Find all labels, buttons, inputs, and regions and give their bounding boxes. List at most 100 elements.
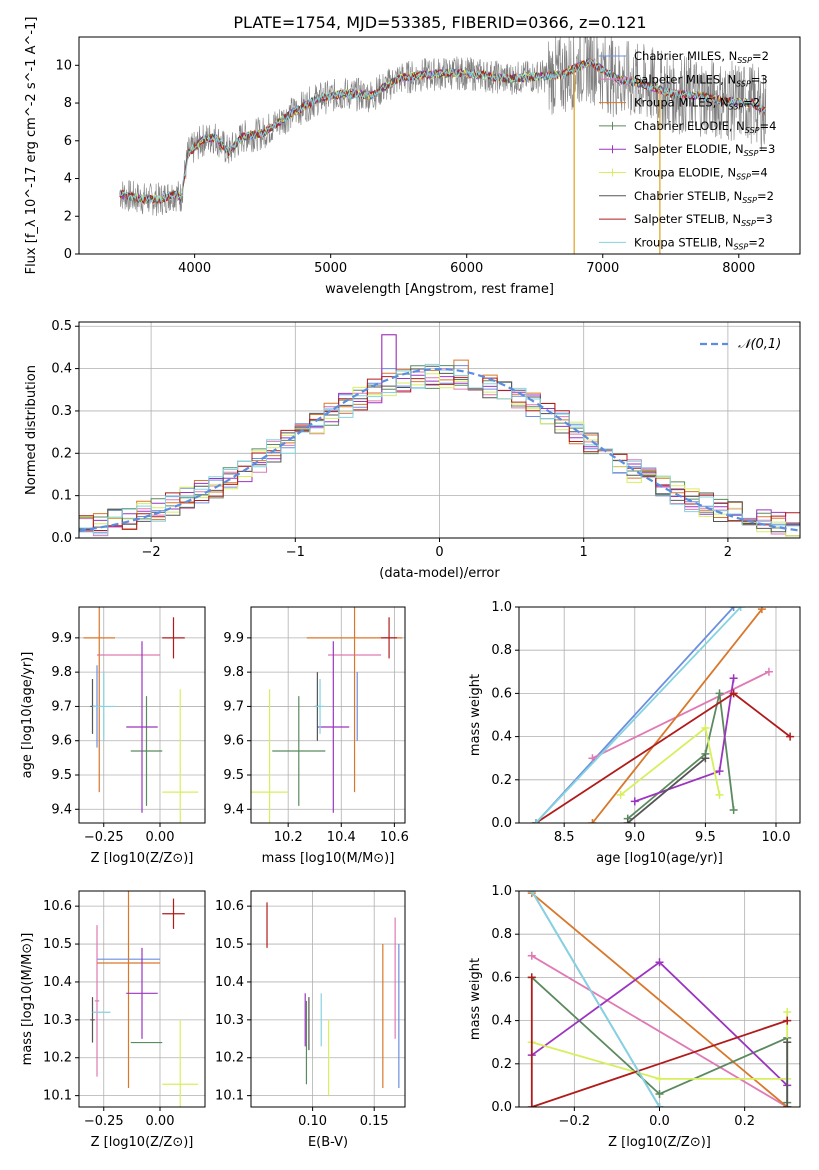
y-tick-label: 9.9 bbox=[51, 631, 72, 646]
x-tick-label: 0.10 bbox=[298, 1114, 327, 1129]
figure-title: PLATE=1754, MJD=53385, FIBERID=0366, z=0… bbox=[233, 13, 646, 32]
y-tick-label: 9.4 bbox=[223, 802, 244, 817]
y-tick-label: 0.5 bbox=[51, 319, 72, 334]
legend-label: Salpeter MILES, NSSP=3 bbox=[634, 72, 768, 88]
y-tick-label: 10.5 bbox=[43, 937, 72, 952]
y-tick-label: 0.2 bbox=[491, 773, 512, 788]
y-tick-label: 0 bbox=[64, 247, 72, 262]
y-tick-label: 9.7 bbox=[51, 699, 72, 714]
x-tick-label: −2 bbox=[142, 545, 161, 560]
plus-marker bbox=[715, 790, 724, 799]
age_vs_Z-frame bbox=[78, 606, 206, 824]
weight-line-8 bbox=[531, 891, 661, 1107]
x-tick-label: 10.0 bbox=[762, 830, 791, 845]
weight-line-1 bbox=[592, 670, 770, 760]
plus-marker bbox=[729, 674, 738, 683]
weight_vs_Z-frame bbox=[518, 890, 801, 1108]
plus-marker bbox=[588, 819, 597, 823]
y-tick-label: 0.1 bbox=[51, 489, 72, 504]
mass_vs_EBV-frame bbox=[250, 890, 406, 1108]
y-tick-label: 9.6 bbox=[223, 734, 244, 749]
y-tick-label: 0.4 bbox=[491, 730, 512, 745]
plus-marker bbox=[623, 819, 632, 823]
weight-line-2 bbox=[591, 608, 763, 823]
y-tick-label: 8 bbox=[64, 96, 72, 111]
mass_vs_Z-frame bbox=[78, 890, 206, 1108]
y-tick-label: 9.8 bbox=[223, 665, 244, 680]
y-tick-label: 10.6 bbox=[43, 899, 72, 914]
x-tick-label: 1 bbox=[580, 545, 588, 560]
y-tick-label: 10.4 bbox=[43, 975, 72, 990]
x-tick-label: 10.6 bbox=[380, 830, 409, 845]
plus-marker bbox=[655, 958, 664, 967]
plus-marker bbox=[527, 891, 536, 895]
y-tick-label: 0.0 bbox=[491, 1100, 512, 1115]
y-tick-label: 0.2 bbox=[491, 1057, 512, 1072]
plus-marker bbox=[757, 607, 766, 614]
x-axis-label: Z [log10(Z/Z⊙)] bbox=[608, 1135, 711, 1150]
residual-histograms bbox=[79, 334, 800, 537]
y-axis-label: mass [log10(M/M⊙)] bbox=[20, 933, 35, 1066]
mass_vs_EBV-points bbox=[266, 902, 400, 1096]
x-axis-label: age [log10(age/yr)] bbox=[596, 851, 723, 866]
weight-line-2 bbox=[531, 892, 788, 1107]
y-tick-label: 9.6 bbox=[51, 734, 72, 749]
legend-label: Salpeter STELIB, NSSP=3 bbox=[634, 212, 773, 228]
y-tick-label: 1.0 bbox=[491, 600, 512, 615]
weight-line-7 bbox=[530, 977, 788, 1107]
plus-marker bbox=[729, 806, 738, 815]
histogram-8 bbox=[79, 363, 800, 535]
x-tick-label: 0 bbox=[435, 545, 443, 560]
legend-label: Chabrier ELODIE, NSSP=4 bbox=[634, 119, 776, 135]
model-spectrum-8 bbox=[119, 59, 766, 205]
weight-line-6 bbox=[627, 757, 706, 823]
x-tick-label: 8.5 bbox=[554, 830, 575, 845]
plus-marker bbox=[531, 819, 540, 823]
plus-marker bbox=[783, 1103, 792, 1107]
plus-marker bbox=[715, 767, 724, 776]
y-tick-label: 0.2 bbox=[51, 446, 72, 461]
weight-line-3 bbox=[627, 693, 735, 820]
mass_vs_Z-axes: −0.25 0.00 10.1 10.2 10.3 10.4 10.5 10.6 Z [log1… bbox=[20, 891, 205, 1150]
legend-label: Chabrier STELIB, NSSP=2 bbox=[634, 189, 774, 205]
residuals-axes: −2 −1 0 1 2 0.0 0.1 0.2 0.3 0.4 0.5 (data-model)/er… bbox=[24, 319, 800, 581]
y-tick-label: 10.5 bbox=[215, 937, 244, 952]
histogram-7 bbox=[79, 376, 800, 531]
y-tick-label: 10 bbox=[55, 58, 72, 73]
y-axis-label: mass weight bbox=[468, 674, 483, 756]
x-tick-label: 9.5 bbox=[695, 830, 716, 845]
age_vs_mass-frame bbox=[250, 606, 406, 824]
y-axis-label: age [log10(age/yr)] bbox=[20, 652, 35, 779]
y-tick-label: 10.3 bbox=[43, 1013, 72, 1028]
y-tick-label: 9.5 bbox=[223, 768, 244, 783]
x-tick-label: 4000 bbox=[178, 261, 211, 276]
x-axis-label: E(B-V) bbox=[308, 1135, 348, 1150]
y-tick-label: 10.1 bbox=[215, 1089, 244, 1104]
weight_vs_age-axes: 8.5 9.0 9.5 10.0 0.0 0.2 0.4 0.6 0.8 1.0 age [log1… bbox=[468, 600, 800, 866]
y-tick-label: 9.8 bbox=[51, 665, 72, 680]
y-tick-label: 10.6 bbox=[215, 899, 244, 914]
plus-marker bbox=[783, 1007, 792, 1016]
x-tick-label: −0.25 bbox=[84, 830, 124, 845]
plus-marker bbox=[701, 754, 710, 763]
legend-label: Salpeter ELODIE, NSSP=3 bbox=[634, 142, 775, 158]
plus-marker bbox=[786, 732, 795, 741]
y-tick-label: 0.6 bbox=[491, 686, 512, 701]
x-tick-label: 10.2 bbox=[274, 830, 303, 845]
x-tick-label: 7000 bbox=[586, 261, 619, 276]
y-tick-label: 0.4 bbox=[491, 1014, 512, 1029]
age_vs_Z-points bbox=[83, 607, 199, 823]
x-tick-label: 8000 bbox=[722, 261, 755, 276]
plus-marker bbox=[655, 1103, 664, 1107]
weight_vs_age-lines bbox=[531, 607, 795, 823]
y-tick-label: 0.6 bbox=[491, 970, 512, 985]
age_vs_mass-axes: 10.2 10.4 10.6 9.4 9.5 9.6 9.7 9.8 9.9 mass [log1… bbox=[223, 607, 409, 866]
y-tick-label: 6 bbox=[64, 134, 72, 149]
x-tick-label: 5000 bbox=[314, 261, 347, 276]
x-axis-label: wavelength [Angstrom, rest frame] bbox=[325, 282, 554, 297]
plus-marker bbox=[527, 951, 536, 960]
y-tick-label: 10.1 bbox=[43, 1089, 72, 1104]
plus-marker bbox=[736, 607, 745, 611]
legend-label: Chabrier MILES, NSSP=2 bbox=[634, 49, 769, 65]
x-tick-label: 6000 bbox=[450, 261, 483, 276]
